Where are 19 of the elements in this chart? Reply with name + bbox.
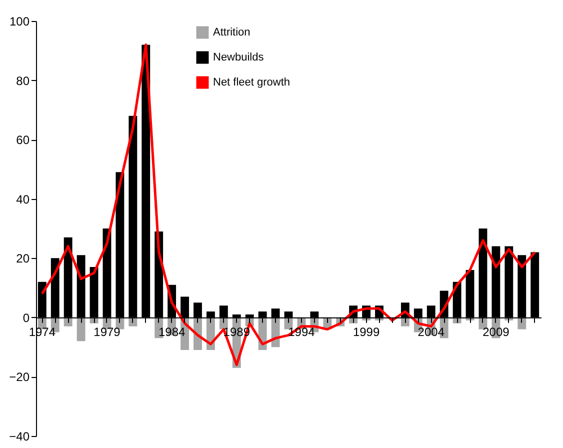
- y-tick-label: 0: [22, 310, 30, 325]
- y-tick-label: 60: [16, 133, 30, 148]
- legend-label: Attrition: [213, 26, 250, 38]
- x-tick-label: 2009: [482, 324, 510, 339]
- bar: [76, 317, 86, 342]
- y-tick-label: 100: [9, 14, 30, 28]
- bar: [194, 317, 202, 350]
- x-tick-label: 1979: [94, 324, 121, 339]
- legend-label: Newbuilds: [213, 52, 264, 64]
- y-tick-label: −20: [9, 370, 30, 384]
- x-tick-label: 1999: [352, 324, 380, 339]
- x-tick-label: 1984: [158, 324, 186, 339]
- x-tick-label: 2004: [418, 324, 445, 339]
- y-tick-label: 80: [16, 74, 30, 88]
- bar: [518, 317, 526, 330]
- y-tick-label: −40: [9, 430, 30, 444]
- y-tick-label: 20: [16, 252, 30, 266]
- y-tick-label: 40: [16, 192, 30, 206]
- legend-label: Net fleet growth: [213, 76, 290, 88]
